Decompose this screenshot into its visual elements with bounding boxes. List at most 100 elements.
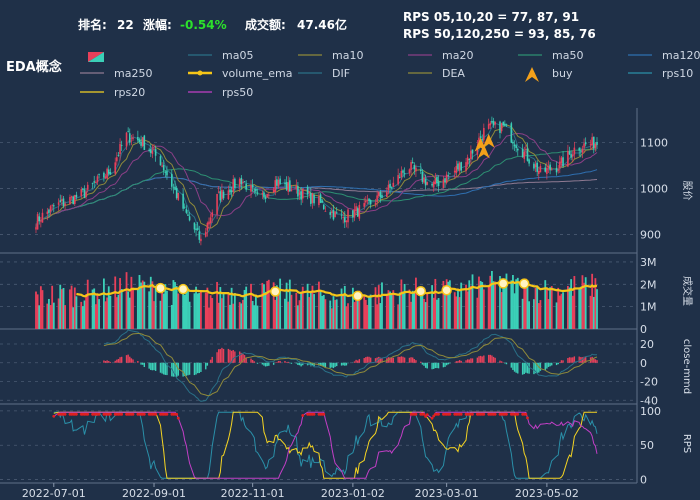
candle bbox=[242, 178, 244, 187]
rps-high-marker bbox=[437, 412, 440, 416]
volume-bar bbox=[250, 283, 252, 329]
volume-bar bbox=[141, 280, 144, 329]
volume-bar bbox=[322, 294, 325, 329]
volume-bar bbox=[109, 295, 112, 329]
candle bbox=[35, 223, 37, 234]
volume-bar bbox=[468, 280, 471, 329]
volume-bar bbox=[434, 278, 437, 329]
volume-bar bbox=[591, 273, 594, 329]
macd-histogram-bar bbox=[251, 359, 254, 363]
volume-bar bbox=[479, 280, 482, 329]
candle bbox=[410, 159, 412, 176]
rps-high-marker bbox=[63, 412, 67, 416]
candle bbox=[151, 144, 154, 159]
macd-histogram-bar bbox=[313, 362, 315, 367]
candle bbox=[64, 201, 66, 211]
candle bbox=[319, 192, 322, 204]
candle bbox=[589, 139, 592, 150]
volume-bar bbox=[545, 289, 548, 329]
macd-histogram-bar bbox=[426, 362, 428, 369]
volume-bar bbox=[453, 292, 456, 329]
macd-histogram-bar bbox=[581, 357, 584, 363]
macd-histogram-bar bbox=[591, 356, 593, 363]
volume-bar bbox=[513, 293, 516, 329]
candle bbox=[389, 179, 391, 195]
macd-histogram-bar bbox=[200, 362, 202, 372]
candle bbox=[392, 176, 395, 188]
macd-histogram-bar bbox=[447, 362, 449, 365]
volume-bar bbox=[403, 283, 406, 329]
candle bbox=[442, 176, 445, 189]
candle bbox=[61, 195, 63, 206]
macd-histogram-bar bbox=[466, 359, 469, 363]
candle bbox=[528, 158, 530, 167]
volume-bar bbox=[125, 272, 128, 329]
candle bbox=[504, 120, 506, 127]
volume-bar bbox=[568, 287, 571, 329]
volume-bar bbox=[505, 273, 508, 329]
volume-bar bbox=[211, 298, 214, 329]
candle bbox=[311, 192, 314, 209]
candle bbox=[143, 134, 146, 150]
volume-bar bbox=[238, 302, 241, 329]
rps-line1: RPS 05,10,20 = 77, 87, 91 bbox=[403, 10, 579, 24]
volume-bar bbox=[503, 287, 506, 329]
candle bbox=[243, 181, 246, 183]
macd-histogram-bar bbox=[363, 358, 365, 363]
volume-bar bbox=[390, 293, 393, 329]
candle bbox=[187, 210, 189, 217]
candle bbox=[36, 212, 39, 230]
candle bbox=[219, 187, 222, 203]
svg-text:volume_ema: volume_ema bbox=[222, 67, 292, 80]
candle bbox=[295, 179, 298, 194]
volume-bar bbox=[172, 280, 175, 329]
candle bbox=[98, 173, 100, 179]
volume-bar bbox=[491, 270, 493, 329]
macd-histogram-bar bbox=[331, 362, 333, 368]
volume-bar bbox=[103, 278, 105, 329]
volume-bar bbox=[164, 284, 167, 329]
rps-high-marker bbox=[482, 412, 486, 416]
candle bbox=[521, 144, 524, 158]
volume-bar bbox=[366, 304, 369, 329]
macd-histogram-bar bbox=[549, 362, 551, 367]
volume-bar bbox=[573, 276, 576, 329]
volume-bar bbox=[94, 304, 97, 329]
svg-text:ma10: ma10 bbox=[332, 49, 363, 62]
volume-bar bbox=[355, 293, 358, 329]
candle bbox=[355, 203, 357, 215]
header: 排名: 22 涨幅: -0.54% 成交额: 47.46亿 RPS 05,10,… bbox=[6, 10, 596, 75]
macd-histogram-bar bbox=[319, 362, 322, 366]
volume-bar bbox=[264, 291, 267, 329]
macd-histogram-bar bbox=[423, 362, 425, 366]
candle bbox=[230, 186, 233, 198]
candle bbox=[536, 160, 538, 177]
candle bbox=[114, 157, 117, 176]
macd-histogram-bar bbox=[130, 358, 133, 363]
candle bbox=[516, 147, 519, 156]
candle bbox=[455, 160, 458, 178]
candle bbox=[182, 188, 184, 212]
volume-bar bbox=[343, 285, 346, 329]
candle bbox=[390, 186, 393, 190]
volume-bar bbox=[466, 291, 469, 329]
macd-histogram-bar bbox=[175, 362, 178, 377]
macd-histogram-bar bbox=[483, 355, 485, 363]
volume-bar bbox=[487, 286, 490, 329]
candle bbox=[284, 179, 286, 187]
volume-bar bbox=[351, 287, 354, 329]
candle bbox=[277, 176, 280, 189]
rps-line2: RPS 50,120,250 = 93, 85, 76 bbox=[403, 27, 596, 41]
volume-axis-label: 成交量 bbox=[681, 276, 694, 306]
candle bbox=[550, 167, 553, 171]
candle bbox=[188, 211, 191, 222]
rps10-line bbox=[53, 410, 598, 479]
macd-histogram-bar bbox=[297, 362, 299, 366]
candle bbox=[96, 174, 99, 186]
volume-bar bbox=[500, 292, 503, 329]
rps-high-marker bbox=[52, 414, 56, 418]
macd-histogram-bar bbox=[526, 362, 529, 374]
macd-histogram-bar bbox=[108, 361, 110, 363]
candle bbox=[491, 116, 493, 125]
macd-histogram-bar bbox=[206, 362, 209, 366]
